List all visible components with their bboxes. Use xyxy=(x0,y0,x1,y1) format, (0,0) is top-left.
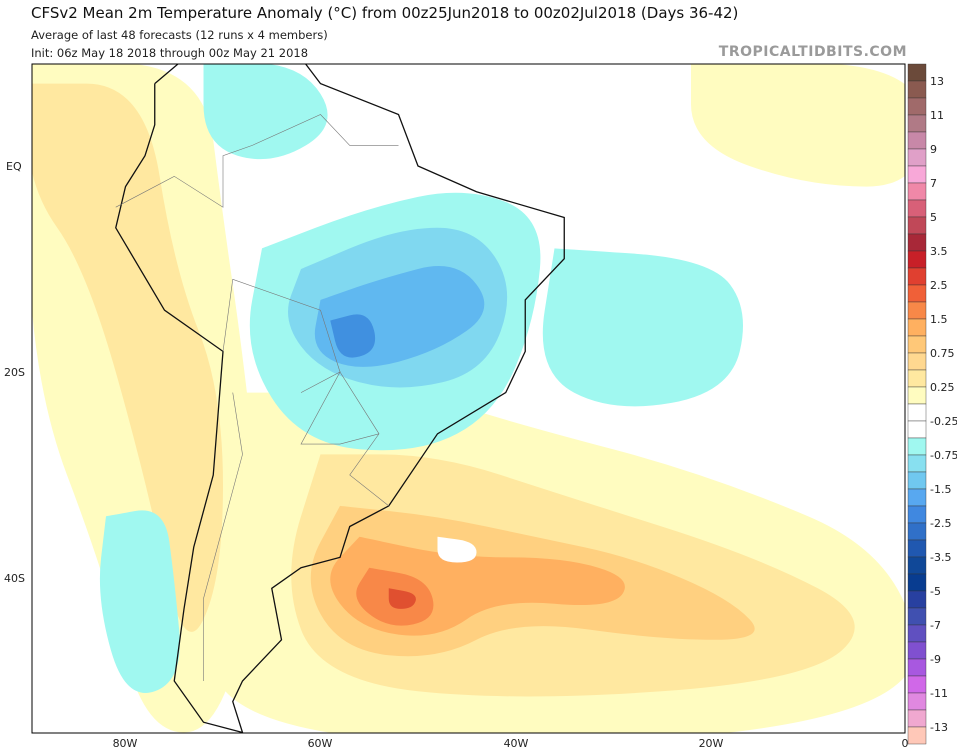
lon-label-20w: 20W xyxy=(699,737,724,750)
colorbar-swatch xyxy=(907,335,927,354)
colorbar-swatch xyxy=(907,573,927,592)
colorbar-swatch xyxy=(907,420,927,439)
colorbar-swatch xyxy=(907,165,927,184)
lat-label-eq: EQ xyxy=(6,160,22,173)
colorbar-swatch xyxy=(907,284,927,303)
warm-contour-3 xyxy=(32,83,223,632)
warm-hole-white xyxy=(437,536,477,563)
colorbar-swatch xyxy=(907,624,927,643)
anomaly-contours xyxy=(32,64,905,733)
colorbar-swatch xyxy=(907,607,927,626)
colorbar-label: -9 xyxy=(930,653,941,666)
colorbar-swatch xyxy=(907,182,927,201)
colorbar-swatch xyxy=(907,369,927,388)
colorbar: 13 11 9 7 5 3.5 2.5 1.5 0.75 0.25 -0.25 -0.75 -1.5 -2… xyxy=(907,63,957,745)
colorbar-label: 11 xyxy=(930,109,944,122)
colorbar-label: -2.5 xyxy=(930,517,951,530)
colorbar-label: 7 xyxy=(930,177,937,190)
colorbar-swatch xyxy=(907,148,927,167)
colorbar-swatch xyxy=(907,63,927,82)
lat-label-20s: 20S xyxy=(4,366,25,379)
colorbar-label: 2.5 xyxy=(930,279,948,292)
colorbar-swatch xyxy=(907,216,927,235)
map-frame xyxy=(31,63,906,734)
lon-label-80w: 80W xyxy=(113,737,138,750)
colorbar-swatch xyxy=(907,726,927,745)
colorbar-label: -0.75 xyxy=(930,449,957,462)
colorbar-swatch xyxy=(907,556,927,575)
colorbar-label: 1.5 xyxy=(930,313,948,326)
warm-contour-ne xyxy=(691,64,905,187)
colorbar-swatch xyxy=(907,641,927,660)
colorbar-swatch xyxy=(907,590,927,609)
colorbar-swatch xyxy=(907,658,927,677)
colorbar-swatch xyxy=(907,488,927,507)
colorbar-label: -0.25 xyxy=(930,415,957,428)
colorbar-swatch xyxy=(907,692,927,711)
country-borders xyxy=(115,114,399,681)
colorbar-swatch xyxy=(907,267,927,286)
colorbar-label: 9 xyxy=(930,143,937,156)
map-title: CFSv2 Mean 2m Temperature Anomaly (°C) f… xyxy=(31,4,739,22)
cold-contour-atlantic xyxy=(542,248,743,407)
colorbar-swatch xyxy=(907,301,927,320)
colorbar-label: -7 xyxy=(930,619,941,632)
colorbar-swatch xyxy=(907,233,927,252)
colorbar-swatch xyxy=(907,437,927,456)
colorbar-swatch xyxy=(907,80,927,99)
coastline xyxy=(115,64,565,733)
colorbar-swatch xyxy=(907,403,927,422)
colorbar-swatch xyxy=(907,250,927,269)
lon-label-40w: 40W xyxy=(504,737,529,750)
colorbar-label: -13 xyxy=(930,721,948,734)
colorbar-swatch xyxy=(907,675,927,694)
colorbar-label: -3.5 xyxy=(930,551,951,564)
init-info: Init: 06z May 18 2018 through 00z May 21… xyxy=(31,46,309,60)
colorbar-swatch xyxy=(907,352,927,371)
lon-label-60w: 60W xyxy=(308,737,333,750)
colorbar-swatch xyxy=(907,318,927,337)
colorbar-label: -1.5 xyxy=(930,483,951,496)
cold-contour-north xyxy=(203,64,328,160)
colorbar-swatch xyxy=(907,505,927,524)
colorbar-swatch xyxy=(907,386,927,405)
lat-label-40s: 40S xyxy=(4,572,25,585)
colorbar-swatch xyxy=(907,131,927,150)
colorbar-label: -5 xyxy=(930,585,941,598)
colorbar-swatch xyxy=(907,454,927,473)
colorbar-swatch xyxy=(907,114,927,133)
colorbar-swatch xyxy=(907,199,927,218)
warm-contour-7 xyxy=(388,588,416,609)
colorbar-label: 13 xyxy=(930,75,944,88)
cold-contour-chile xyxy=(99,510,180,694)
colorbar-swatch xyxy=(907,539,927,558)
colorbar-swatch xyxy=(907,709,927,728)
colorbar-label: -11 xyxy=(930,687,948,700)
brand-watermark: TROPICALTIDBITS.COM xyxy=(718,44,907,60)
colorbar-swatch xyxy=(907,522,927,541)
colorbar-label: 3.5 xyxy=(930,245,948,258)
cold-contour-4 xyxy=(330,314,376,358)
map-subtitle: Average of last 48 forecasts (12 runs x … xyxy=(31,28,328,42)
colorbar-swatch xyxy=(907,471,927,490)
colorbar-label: 0.25 xyxy=(930,381,955,394)
colorbar-label: 0.75 xyxy=(930,347,955,360)
colorbar-label: 5 xyxy=(930,211,937,224)
lon-label-0: 0 xyxy=(902,737,909,750)
colorbar-swatch xyxy=(907,97,927,116)
